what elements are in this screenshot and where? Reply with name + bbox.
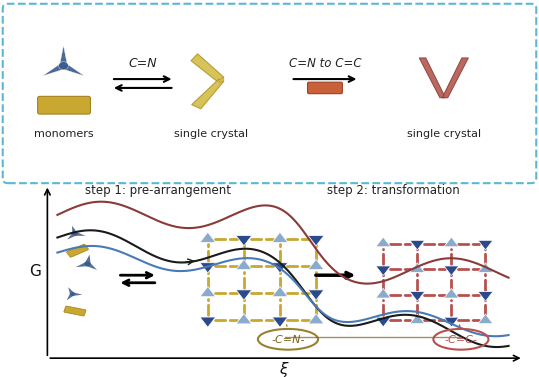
Polygon shape bbox=[272, 263, 288, 273]
Polygon shape bbox=[308, 290, 324, 300]
Polygon shape bbox=[72, 292, 82, 296]
Polygon shape bbox=[67, 293, 74, 300]
Text: C=N to C=C: C=N to C=C bbox=[289, 57, 361, 70]
Polygon shape bbox=[308, 259, 324, 270]
Polygon shape bbox=[219, 77, 224, 83]
Polygon shape bbox=[272, 287, 288, 297]
Text: single crystal: single crystal bbox=[407, 129, 481, 139]
Circle shape bbox=[59, 62, 68, 70]
Text: -C=N-: -C=N- bbox=[271, 335, 305, 345]
Text: G: G bbox=[29, 264, 41, 279]
Polygon shape bbox=[308, 236, 324, 246]
Polygon shape bbox=[68, 287, 75, 295]
Polygon shape bbox=[272, 232, 288, 242]
Text: single crystal: single crystal bbox=[174, 129, 248, 139]
FancyBboxPatch shape bbox=[38, 97, 91, 114]
Polygon shape bbox=[236, 259, 252, 270]
Polygon shape bbox=[67, 232, 77, 240]
Polygon shape bbox=[442, 58, 468, 98]
Polygon shape bbox=[376, 237, 391, 247]
Polygon shape bbox=[86, 262, 97, 270]
Text: step 2: transformation: step 2: transformation bbox=[327, 184, 460, 197]
Polygon shape bbox=[478, 241, 493, 250]
Polygon shape bbox=[74, 232, 86, 236]
Polygon shape bbox=[308, 314, 324, 324]
Polygon shape bbox=[444, 288, 459, 298]
Circle shape bbox=[72, 231, 78, 236]
FancyBboxPatch shape bbox=[64, 306, 86, 316]
FancyBboxPatch shape bbox=[308, 82, 342, 94]
Polygon shape bbox=[376, 288, 391, 298]
Polygon shape bbox=[59, 45, 67, 66]
Polygon shape bbox=[200, 263, 216, 273]
Polygon shape bbox=[272, 317, 288, 327]
Polygon shape bbox=[376, 266, 391, 276]
Polygon shape bbox=[410, 292, 425, 301]
Polygon shape bbox=[478, 314, 493, 323]
Polygon shape bbox=[410, 314, 425, 323]
Polygon shape bbox=[192, 79, 224, 109]
Text: -C=C-: -C=C- bbox=[445, 335, 478, 345]
Polygon shape bbox=[236, 290, 252, 300]
Polygon shape bbox=[43, 63, 66, 76]
Polygon shape bbox=[61, 63, 85, 76]
Polygon shape bbox=[444, 237, 459, 247]
Polygon shape bbox=[236, 236, 252, 246]
Polygon shape bbox=[410, 241, 425, 250]
Circle shape bbox=[70, 292, 75, 296]
Polygon shape bbox=[72, 226, 78, 234]
Circle shape bbox=[84, 262, 91, 266]
Polygon shape bbox=[478, 263, 493, 272]
Text: ξ: ξ bbox=[279, 362, 287, 377]
Polygon shape bbox=[200, 232, 216, 242]
Polygon shape bbox=[376, 317, 391, 327]
FancyBboxPatch shape bbox=[66, 244, 88, 257]
Polygon shape bbox=[444, 317, 459, 327]
Polygon shape bbox=[85, 254, 91, 264]
Polygon shape bbox=[478, 292, 493, 301]
Text: step 1: pre-arrangement: step 1: pre-arrangement bbox=[85, 184, 231, 197]
Text: monomers: monomers bbox=[33, 129, 93, 139]
Text: C=N: C=N bbox=[128, 57, 157, 70]
Polygon shape bbox=[200, 317, 216, 327]
Polygon shape bbox=[75, 262, 88, 267]
Polygon shape bbox=[444, 266, 459, 276]
Polygon shape bbox=[410, 263, 425, 272]
Polygon shape bbox=[419, 58, 445, 98]
Polygon shape bbox=[200, 287, 216, 297]
Polygon shape bbox=[236, 314, 252, 324]
Polygon shape bbox=[191, 54, 224, 83]
